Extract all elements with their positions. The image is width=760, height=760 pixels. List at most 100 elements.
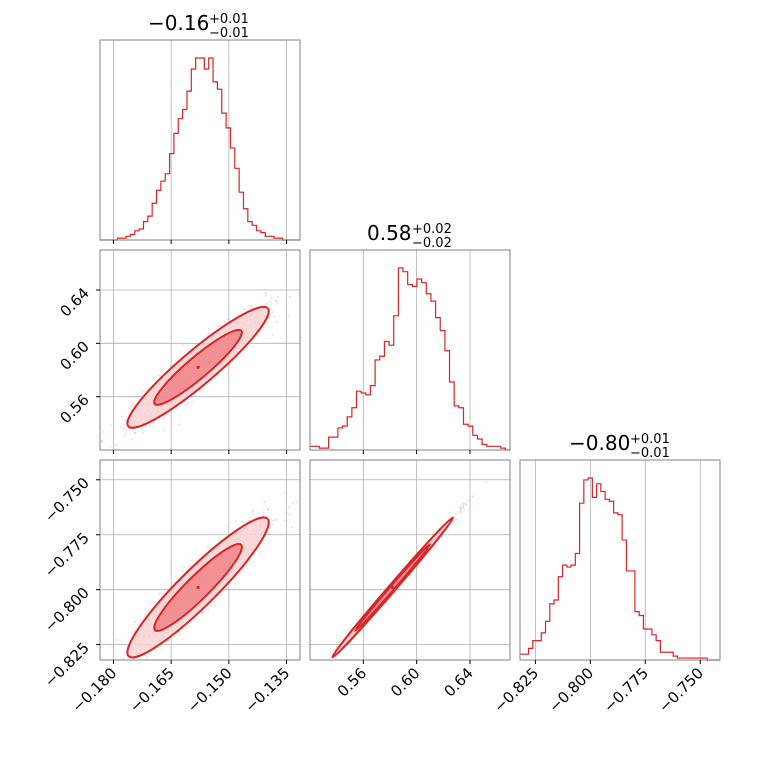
sample-point <box>327 661 329 663</box>
sample-point <box>459 507 462 510</box>
sample-point <box>100 440 103 443</box>
sample-point <box>130 404 133 408</box>
sample-point <box>123 660 125 662</box>
contour-center <box>391 585 395 590</box>
sample-point <box>157 374 161 377</box>
sample-point <box>133 620 137 624</box>
sample-point <box>155 661 157 663</box>
sample-point <box>124 432 128 435</box>
sample-point <box>130 632 133 635</box>
panel-frame <box>519 459 721 661</box>
sample-point <box>263 500 266 504</box>
contour-center <box>196 585 200 590</box>
sample-point <box>133 431 137 435</box>
panel-frame <box>309 459 511 661</box>
x-tick-label: −0.180 <box>68 664 120 716</box>
sample-point <box>160 646 163 649</box>
y-tick-label: −0.800 <box>41 584 93 636</box>
sample-point <box>266 302 269 305</box>
title-param-2-value: 0.58 <box>367 221 412 245</box>
sample-point <box>179 634 182 637</box>
panels: −0.825 −0.800 −0.775 −0.7500.560.600.64−0.1… <box>41 39 721 716</box>
sample-point <box>251 508 254 512</box>
sample-point <box>271 333 274 336</box>
sample-point <box>462 506 465 509</box>
title-param-1-plus: +0.01 <box>209 12 249 27</box>
sample-point <box>290 526 294 529</box>
sample-point <box>144 613 147 616</box>
sample-point <box>128 407 131 410</box>
sample-point <box>158 592 161 596</box>
sample-point <box>268 527 272 530</box>
y-tick-label: 0.56 <box>56 391 92 427</box>
sample-point <box>162 415 166 418</box>
sample-point <box>334 656 337 659</box>
sample-point <box>165 413 168 416</box>
sample-point <box>216 325 219 328</box>
sample-point <box>264 291 267 294</box>
sample-point <box>228 318 231 321</box>
sample-point <box>131 437 134 441</box>
scatter-content <box>97 491 298 666</box>
sample-point <box>283 491 287 494</box>
sample-point <box>123 435 126 438</box>
sample-point <box>272 519 275 522</box>
sample-point <box>118 663 120 665</box>
sample-point <box>118 662 120 664</box>
histogram-1 <box>100 57 300 241</box>
sample-point <box>135 662 137 664</box>
sample-point <box>287 512 290 515</box>
sample-point <box>122 427 126 430</box>
sample-point <box>268 532 271 535</box>
sample-point <box>152 662 154 664</box>
panel-frame <box>99 39 301 241</box>
sample-point <box>199 389 202 392</box>
histogram-2 <box>310 267 510 451</box>
sample-point <box>218 324 221 328</box>
sample-point <box>122 453 124 455</box>
sample-point <box>115 639 118 642</box>
sample-point <box>461 503 464 506</box>
sample-point <box>149 424 152 427</box>
sample-point <box>324 663 326 665</box>
sample-point <box>162 417 165 420</box>
panel-frame <box>99 249 301 451</box>
sample-point <box>250 305 253 308</box>
sample-point <box>289 513 292 516</box>
sample-point <box>332 648 335 652</box>
sample-point <box>453 515 456 519</box>
sample-point <box>117 662 119 664</box>
sample-point <box>271 311 274 314</box>
sample-point <box>296 692 298 694</box>
sample-point <box>246 346 249 349</box>
sample-point <box>459 510 462 513</box>
sample-point <box>209 604 212 608</box>
sample-point <box>162 428 166 431</box>
sample-point <box>183 566 186 569</box>
sample-point <box>276 302 279 305</box>
sample-point <box>127 406 130 409</box>
sample-point <box>469 498 472 502</box>
sample-point <box>324 662 326 664</box>
sample-point <box>466 500 469 503</box>
x-tick-label: −0.165 <box>126 664 178 716</box>
sample-point <box>141 431 145 434</box>
sample-point <box>82 446 84 448</box>
sample-point <box>241 520 244 523</box>
sample-point <box>271 523 274 526</box>
sample-point <box>100 440 104 443</box>
sample-point <box>111 646 114 649</box>
sample-point <box>130 664 132 666</box>
title-param-3-minus: −0.01 <box>630 446 670 461</box>
sample-point <box>460 509 463 513</box>
sample-point <box>97 663 99 665</box>
sample-point <box>263 542 266 545</box>
sample-point <box>269 300 272 303</box>
sample-point <box>201 610 204 614</box>
x-tick-label: −0.135 <box>241 664 293 716</box>
scatter-panel-2-3: 0.56 0.60 0.64 <box>296 459 511 700</box>
sample-point <box>289 295 292 299</box>
sample-point <box>147 601 150 604</box>
sample-point <box>186 401 189 404</box>
